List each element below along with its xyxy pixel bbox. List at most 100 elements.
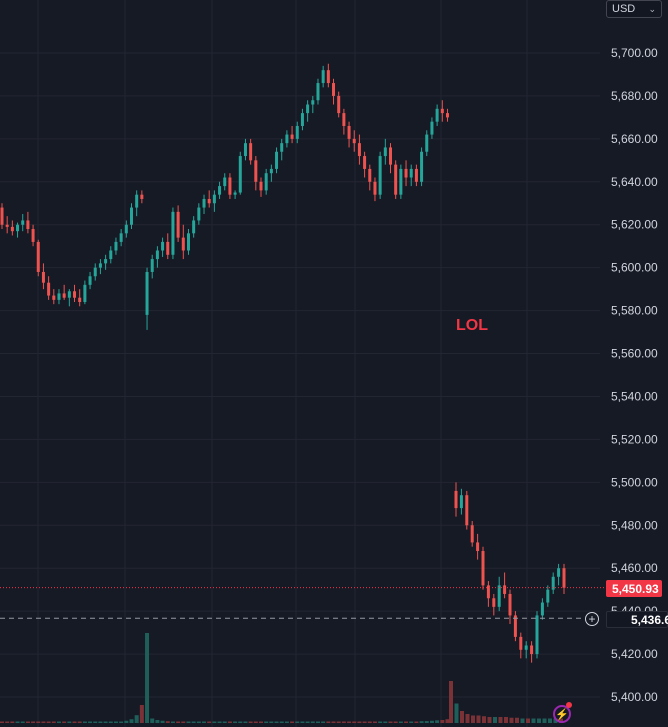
candle-body (503, 585, 507, 594)
volume-bar (435, 720, 440, 723)
volume-bar (248, 721, 253, 723)
candle-body (150, 259, 154, 272)
y-tick-label: 5,600.00 (611, 261, 658, 275)
candle-body (373, 181, 377, 195)
volume-bar (67, 721, 72, 723)
volume-bar (367, 721, 372, 723)
candle-body (88, 276, 92, 285)
volume-bar (526, 718, 530, 723)
candle-body (508, 593, 512, 616)
volume-bar (362, 721, 367, 723)
candle-body (311, 100, 315, 105)
volume-bar (72, 721, 77, 723)
candle-body (557, 568, 561, 577)
volume-bar (414, 721, 419, 723)
volume-bar (454, 703, 459, 723)
volume-bar (108, 721, 113, 723)
volume-bar (326, 721, 331, 723)
volume-bar (113, 721, 118, 723)
candle-body (481, 551, 485, 586)
candle-body (243, 143, 247, 157)
candle-body (363, 156, 367, 169)
volume-bar (15, 721, 20, 723)
y-tick-label: 5,460.00 (611, 561, 658, 575)
candle-body (540, 602, 544, 616)
candle-body (316, 83, 320, 101)
candle-body (218, 186, 222, 195)
volume-bar (264, 721, 269, 723)
volume-bar (504, 717, 508, 723)
volume-bar (460, 711, 464, 723)
candle-body (486, 585, 490, 599)
volume-bar (10, 721, 15, 723)
volume-bar (202, 721, 207, 723)
volume-bar (449, 681, 453, 723)
volume-bar (300, 721, 305, 723)
last-price-tag: 5,450.93 (606, 580, 662, 597)
candle-body (420, 151, 424, 182)
candle-body (454, 490, 458, 509)
volume-bar (393, 721, 398, 723)
plus-icon[interactable]: + (585, 612, 599, 626)
volume-bar (404, 721, 409, 723)
candle-body (109, 250, 113, 260)
candle-body (197, 207, 201, 221)
candle-body (31, 229, 35, 242)
candle-body (368, 168, 372, 182)
candle-body (161, 241, 165, 251)
candle-body (285, 134, 289, 144)
volume-bar (36, 721, 41, 723)
volume-bar (493, 717, 497, 723)
volume-bar (482, 716, 486, 723)
volume-bar (378, 721, 383, 723)
y-tick-label: 5,700.00 (611, 46, 658, 60)
volume-bar (98, 721, 103, 723)
lightning-icon[interactable]: ⚡ (553, 705, 571, 723)
candle-body (5, 224, 9, 227)
volume-bar (537, 718, 541, 723)
candle-body (119, 233, 123, 242)
candle-body (238, 156, 242, 193)
candle-body (394, 164, 398, 195)
candle-body (300, 113, 304, 126)
volume-bar (243, 721, 248, 723)
candle-body (465, 495, 469, 526)
candle-body (352, 138, 356, 144)
volume-bar (62, 721, 67, 723)
candle-body (378, 156, 382, 195)
volume-bar (227, 721, 232, 723)
volume-bar (398, 721, 403, 723)
volume-bar (429, 720, 434, 723)
y-tick-label: 5,480.00 (611, 518, 658, 532)
volume-bar (233, 721, 238, 723)
volume-bar (284, 721, 289, 723)
volume-bar (20, 721, 25, 723)
candle-body (425, 134, 429, 152)
candle-body (145, 271, 149, 315)
volume-bar (253, 721, 258, 723)
volume-bar (150, 718, 155, 723)
volume-bar (440, 720, 445, 723)
candle-body (114, 241, 118, 251)
candle-body (383, 147, 387, 157)
volume-bar (520, 718, 525, 723)
volume-bar (77, 721, 82, 723)
volume-bar (548, 718, 552, 723)
candle-body (98, 263, 102, 268)
volume-bar (295, 721, 300, 723)
candle-body (546, 589, 550, 603)
volume-bar (274, 721, 279, 723)
candle-body (207, 198, 211, 204)
volume-bar (25, 721, 30, 723)
candle-body (476, 542, 480, 552)
candle-body (47, 282, 51, 296)
volume-bar (487, 717, 492, 723)
candle-body (233, 192, 237, 195)
chevron-down-icon: ⌄ (648, 3, 656, 14)
candle-body (104, 259, 108, 264)
volume-bar (352, 721, 357, 723)
currency-selector[interactable]: USD ⌄ (606, 0, 662, 18)
volume-bar (170, 721, 175, 723)
volume-bar (41, 721, 46, 723)
